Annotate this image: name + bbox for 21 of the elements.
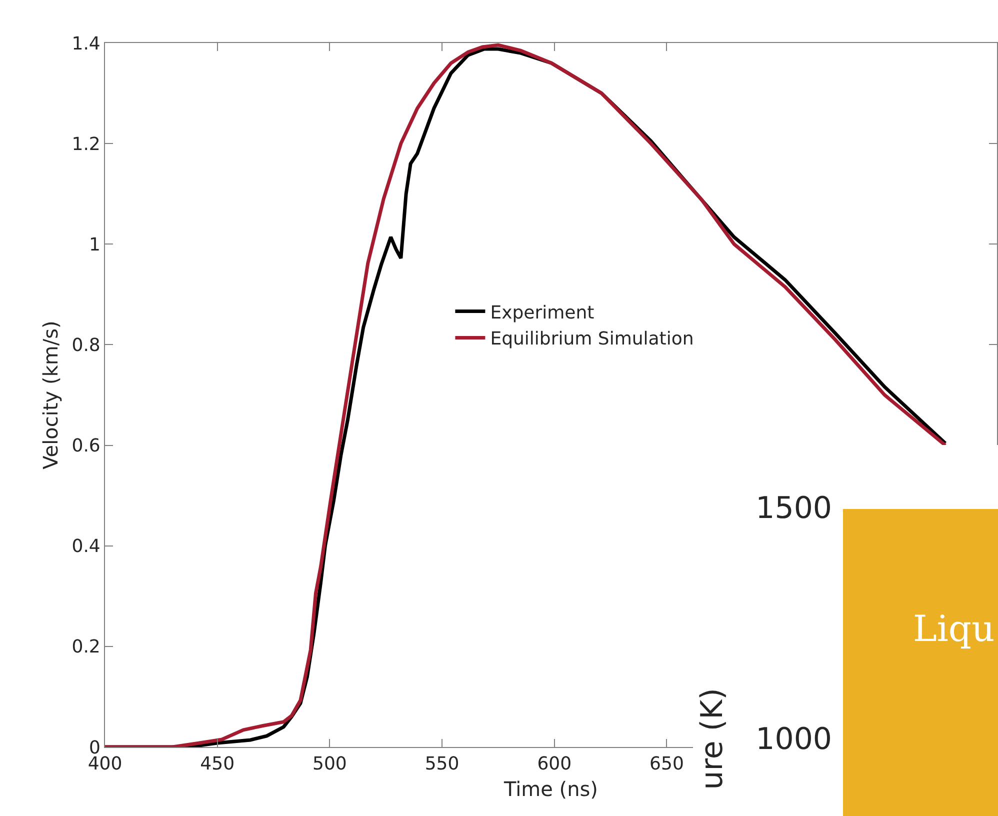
annotation: 1500	[754, 490, 832, 528]
x-tick-label: 550	[424, 754, 460, 775]
x-tick-label: 450	[200, 754, 235, 775]
x-tick-label: 400	[88, 754, 122, 775]
annotation: 1000	[756, 722, 832, 757]
annotation: Liqu	[913, 609, 995, 650]
y-tick-label: 1.2	[72, 134, 100, 155]
legend-label: Experiment	[490, 302, 594, 324]
x-tick-label: 600	[537, 754, 572, 775]
text: ure (K)	[695, 688, 731, 790]
x-axis-title: Time (ns)	[502, 777, 598, 802]
y-axis-title: Velocity (km/s)	[38, 320, 62, 470]
y-tick-label: 0.8	[72, 335, 100, 356]
x-tick-label: 650	[650, 754, 684, 775]
y-tick-label: 0.6	[72, 436, 100, 457]
y-tick-label: 0.2	[72, 636, 100, 658]
y-tick-label: 1	[88, 234, 100, 256]
x-tick-label: 500	[312, 754, 347, 775]
y-tick-label: 0.4	[72, 536, 100, 558]
y-tick-label: 1.4	[72, 33, 100, 54]
legend-label: Equilibrium Simulation	[490, 328, 694, 350]
